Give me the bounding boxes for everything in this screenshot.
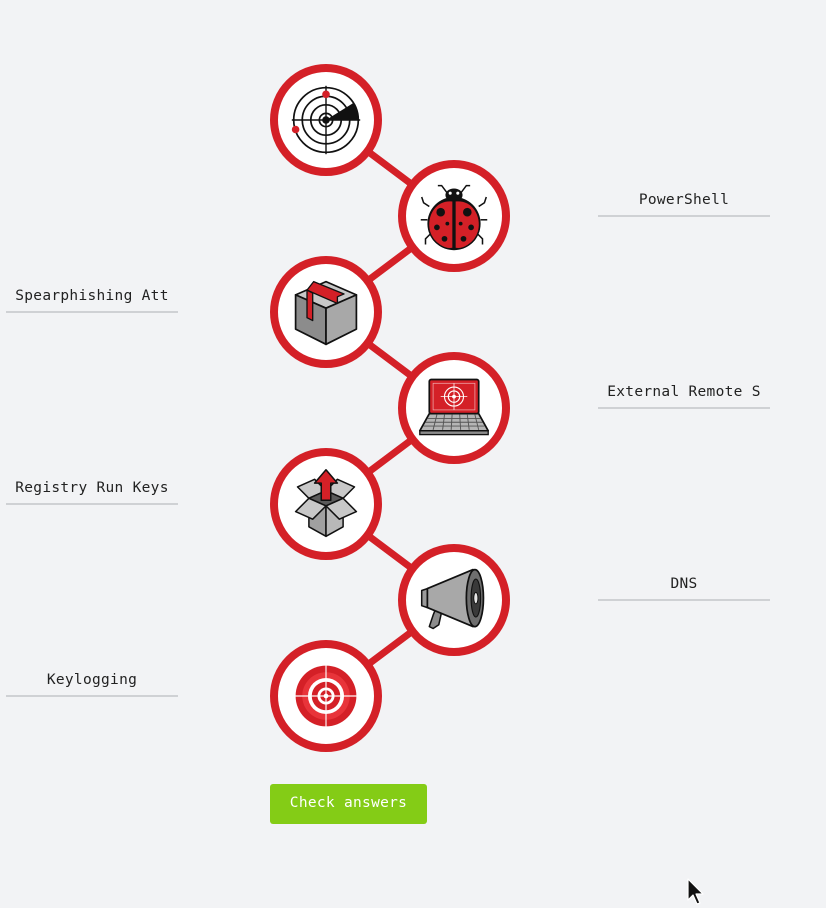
technique-node-3[interactable] bbox=[270, 256, 382, 368]
technique-node-5[interactable] bbox=[270, 448, 382, 560]
check-answers-button[interactable]: Check answers bbox=[270, 784, 427, 824]
radar-icon bbox=[291, 85, 361, 155]
answer-field-6[interactable] bbox=[598, 569, 770, 601]
megaphone-icon bbox=[420, 568, 485, 630]
technique-node-4[interactable] bbox=[398, 352, 510, 464]
technique-node-1[interactable] bbox=[270, 64, 382, 176]
ladybug-icon bbox=[420, 184, 488, 251]
technique-node-6[interactable] bbox=[398, 544, 510, 656]
answer-field-2[interactable] bbox=[598, 185, 770, 217]
answer-field-3[interactable] bbox=[6, 281, 178, 313]
open-box-arrow-icon bbox=[294, 469, 358, 538]
package-icon bbox=[294, 280, 358, 346]
answer-field-5[interactable] bbox=[6, 473, 178, 505]
mouse-cursor-icon bbox=[687, 878, 704, 905]
laptop-target-icon bbox=[418, 378, 490, 436]
technique-node-2[interactable] bbox=[398, 160, 510, 272]
answer-field-7[interactable] bbox=[6, 665, 178, 697]
answer-field-4[interactable] bbox=[598, 377, 770, 409]
target-icon bbox=[289, 659, 363, 733]
technique-node-7[interactable] bbox=[270, 640, 382, 752]
